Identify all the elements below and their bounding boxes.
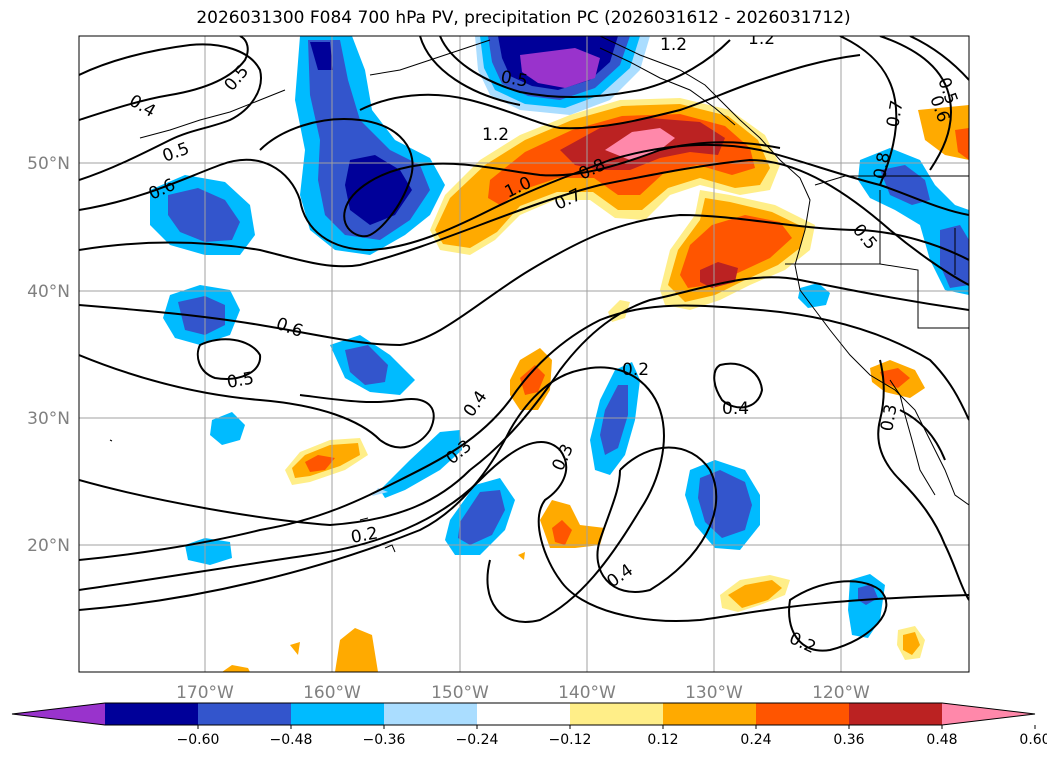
pos-region-144w-b <box>520 365 545 395</box>
neg-region-alaska-5 <box>520 48 600 88</box>
neg-region-22n-b <box>458 490 505 545</box>
negative-anomaly-regions <box>150 36 969 638</box>
lon-label: 160°W <box>303 683 361 703</box>
neg-region-138w-b <box>600 385 628 455</box>
positive-anomaly-regions <box>222 98 969 672</box>
colorbar-tick-label: −0.36 <box>363 732 406 748</box>
map-background <box>79 36 969 672</box>
lat-label: 20°N <box>27 536 70 556</box>
colorbar-max-extend <box>942 703 1035 725</box>
pos-region-ne-edge <box>918 105 969 160</box>
contour-label: 0.4 <box>722 399 749 419</box>
neg-region-118w <box>848 574 885 638</box>
pos-region-coast-b <box>880 368 910 388</box>
latitude-axis: 50°N 40°N 30°N 20°N <box>27 154 70 556</box>
contour-label: 0.2 <box>622 360 649 380</box>
pos-region-bottom-2 <box>222 665 250 672</box>
contour-label: 0.5 <box>499 67 529 91</box>
contour-label: 1.2 <box>748 29 775 49</box>
pos-region-162w-c <box>305 455 335 472</box>
neg-region-west-1b <box>168 188 240 242</box>
colorbar: −0.60 −0.48 −0.36 −0.24 −0.12 0.12 0.24 0.36 0.4… <box>11 702 1047 748</box>
colorbar-tick-label: −0.48 <box>270 732 313 748</box>
neg-region-gulf-strip-3 <box>345 155 412 225</box>
contour-label: 0.8 <box>870 151 894 181</box>
pos-region-small-1 <box>608 300 630 322</box>
colorbar-tick-label: 0.60 <box>1019 732 1047 748</box>
colorbar-swatch <box>291 703 384 725</box>
lon-label: 170°W <box>176 683 234 703</box>
colorbar-swatch <box>198 703 291 725</box>
neg-region-streak <box>380 430 462 498</box>
colorbar-swatch <box>477 703 570 725</box>
colorbar-swatch <box>570 703 663 725</box>
colorbar-outline <box>11 702 1036 726</box>
pos-region-142w-b <box>552 520 572 545</box>
pos-region-ne-edge-b <box>955 128 969 160</box>
colorbar-swatch <box>756 703 849 725</box>
colorbar-swatch <box>384 703 477 725</box>
neg-region-streak-b <box>372 488 388 496</box>
coastlines <box>109 36 969 553</box>
map-border <box>78 35 970 673</box>
pos-region-bottom <box>335 628 378 672</box>
lon-label: 150°W <box>431 683 489 703</box>
contour-label: 1.2 <box>660 35 687 55</box>
contour-label: 0.5 <box>225 369 255 393</box>
neg-region-west-3b <box>345 345 388 385</box>
colorbar-min-extend <box>12 703 105 725</box>
contour-label: 1.2 <box>482 125 509 145</box>
lat-label: 50°N <box>27 154 70 174</box>
colorbar-swatch <box>663 703 756 725</box>
lon-label: 120°W <box>812 683 870 703</box>
lon-label: 130°W <box>685 683 743 703</box>
colorbar-tick-label: 0.36 <box>833 732 864 748</box>
pos-region-small-2 <box>290 642 300 655</box>
pv-contours <box>79 36 969 652</box>
pos-region-small-3 <box>518 552 525 560</box>
neg-region-ne-b <box>880 165 930 205</box>
contour-label: 0.7 <box>883 99 907 129</box>
lon-label: 140°W <box>558 683 616 703</box>
map-title: 2026031300 F084 700 hPa PV, precipitatio… <box>196 8 851 28</box>
neg-region-gulf-strip-4 <box>310 42 333 70</box>
lat-label: 40°N <box>27 282 70 302</box>
colorbar-swatch <box>105 703 198 725</box>
colorbar-tick-label: −0.60 <box>177 732 220 748</box>
colorbar-tick-label: 0.48 <box>926 732 957 748</box>
lat-label: 30°N <box>27 409 70 429</box>
colorbar-tick-label: 0.12 <box>647 732 678 748</box>
colorbar-swatch <box>849 703 942 725</box>
neg-region-west-2b <box>178 296 225 335</box>
colorbar-tick-label: −0.12 <box>549 732 592 748</box>
colorbar-tick-label: −0.24 <box>456 732 499 748</box>
pos-region-main-band-5 <box>605 128 675 160</box>
neg-region-coast-40n <box>798 283 830 308</box>
contour-label: 0.3 <box>877 403 901 433</box>
contour-label: 0.2 <box>349 524 379 548</box>
shaded-precipitation-layer: 0.4 0.5 0.5 0.6 0.6 0.5 0.5 1.2 1.2 1.2 … <box>79 29 969 672</box>
longitude-axis: 170°W 160°W 150°W 140°W 130°W 120°W <box>176 683 870 703</box>
pos-region-114w-b <box>903 632 920 655</box>
neg-region-west-4 <box>210 412 245 445</box>
colorbar-tick-label: 0.24 <box>740 732 771 748</box>
pos-region-127w-b <box>728 580 782 608</box>
